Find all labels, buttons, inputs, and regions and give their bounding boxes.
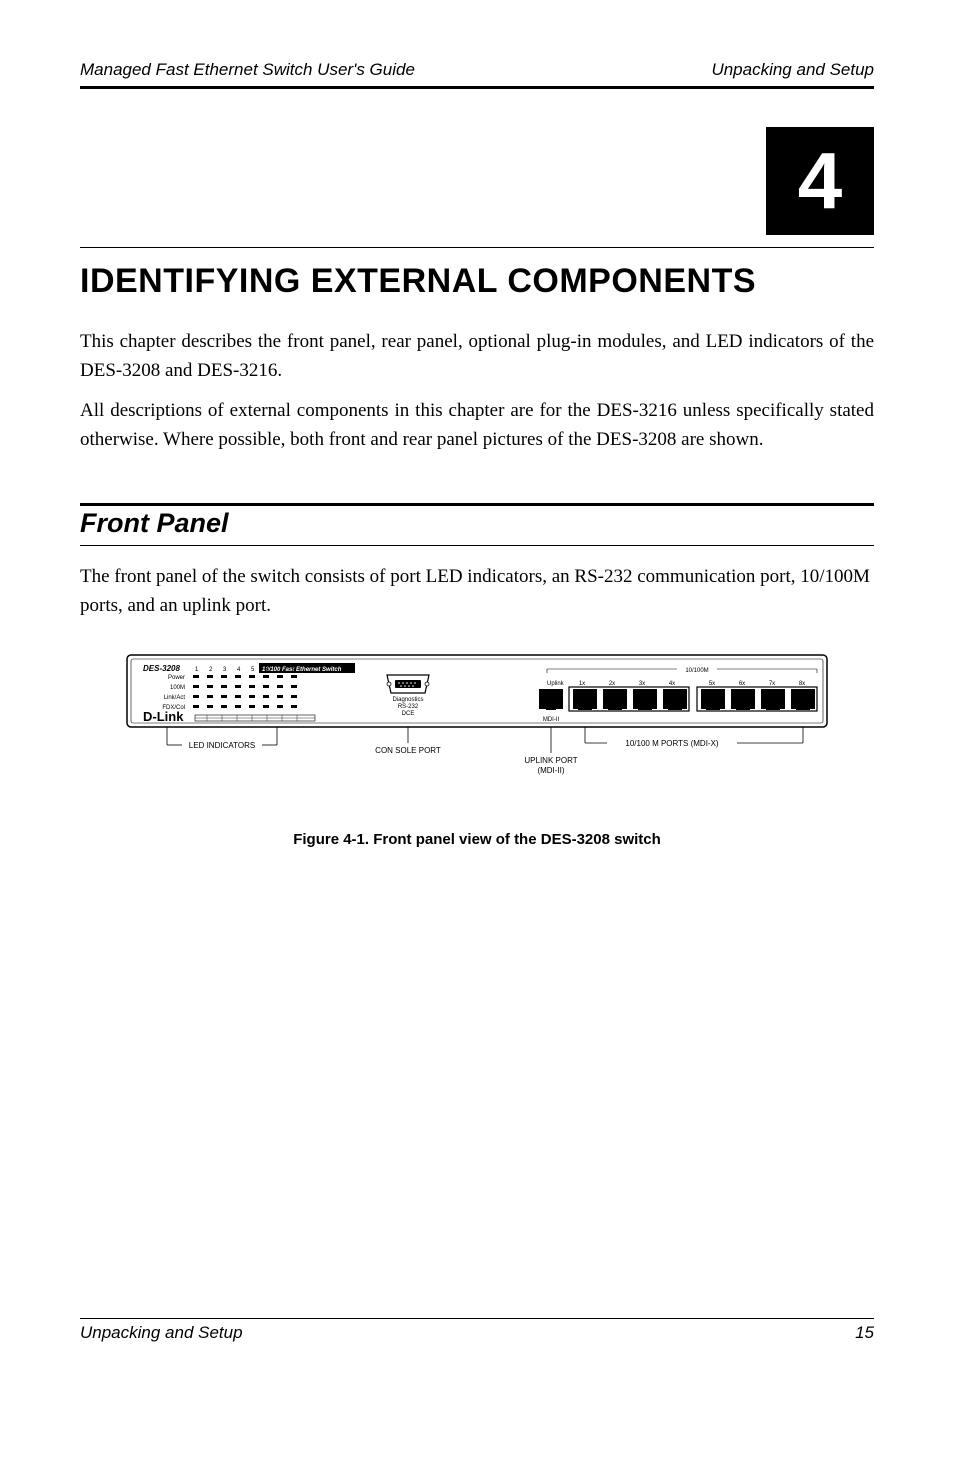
svg-text:100M: 100M <box>170 685 185 691</box>
svg-text:MDI-II: MDI-II <box>543 717 560 723</box>
svg-text:Diagnostics: Diagnostics <box>392 697 423 703</box>
annot-leds: LED INDICATORS <box>189 741 255 750</box>
annot-uplink-l1: UPLINK PORT <box>524 756 577 765</box>
chapter-rule <box>80 247 874 248</box>
footer-rule <box>80 1318 874 1319</box>
annot-ports: 10/100 M PORTS (MDI-X) <box>625 739 719 748</box>
banner-text: 10/100 Fast Ethernet Switch <box>262 667 342 673</box>
footer-pagenum: 15 <box>855 1323 874 1343</box>
intro-p2: All descriptions of external components … <box>80 396 874 455</box>
svg-text:6x: 6x <box>739 681 745 687</box>
figure-caption: Figure 4-1. Front panel view of the DES-… <box>80 831 874 848</box>
svg-text:Uplink: Uplink <box>547 681 565 687</box>
running-header: Managed Fast Ethernet Switch User's Guid… <box>80 60 874 80</box>
svg-text:8x: 8x <box>799 681 805 687</box>
svg-text:2x: 2x <box>609 681 615 687</box>
console-port-icon <box>387 675 429 693</box>
chapter-title: IDENTIFYING EXTERNAL COMPONENTS <box>80 262 874 301</box>
svg-text:DCE: DCE <box>402 711 415 717</box>
device-diagram-svg: DES-3208 10/100 Fast Ethernet Switch Pow… <box>107 645 847 815</box>
page-content: Managed Fast Ethernet Switch User's Guid… <box>80 60 874 848</box>
annot-uplink-l2: (MDI-II) <box>537 766 564 775</box>
section-rule-bottom <box>80 545 874 546</box>
svg-text:Link/Act: Link/Act <box>164 695 186 701</box>
chapter-block: 4 <box>80 127 874 235</box>
svg-text:5x: 5x <box>709 681 715 687</box>
intro-text: This chapter describes the front panel, … <box>80 327 874 455</box>
section-title: Front Panel <box>80 506 874 541</box>
model-label: DES-3208 <box>143 664 180 673</box>
annot-console: CON SOLE PORT <box>375 746 441 755</box>
svg-text:7x: 7x <box>769 681 775 687</box>
section-heading: Front Panel <box>80 503 874 546</box>
svg-text:Power: Power <box>168 675 185 681</box>
section-text: The front panel of the switch consists o… <box>80 562 874 621</box>
header-rule <box>80 86 874 89</box>
chapter-number-box: 4 <box>766 127 874 235</box>
brand-label: D-Link <box>143 709 184 724</box>
svg-text:RS-232: RS-232 <box>398 704 419 710</box>
page-footer: Unpacking and Setup 15 <box>80 1314 874 1343</box>
intro-p1: This chapter describes the front panel, … <box>80 327 874 386</box>
svg-text:4x: 4x <box>669 681 675 687</box>
svg-text:10/100M: 10/100M <box>685 668 708 674</box>
header-left: Managed Fast Ethernet Switch User's Guid… <box>80 60 415 80</box>
header-right: Unpacking and Setup <box>711 60 874 80</box>
svg-text:3x: 3x <box>639 681 645 687</box>
footer-left: Unpacking and Setup <box>80 1323 243 1343</box>
svg-text:1x: 1x <box>579 681 585 687</box>
device-figure: DES-3208 10/100 Fast Ethernet Switch Pow… <box>80 645 874 848</box>
